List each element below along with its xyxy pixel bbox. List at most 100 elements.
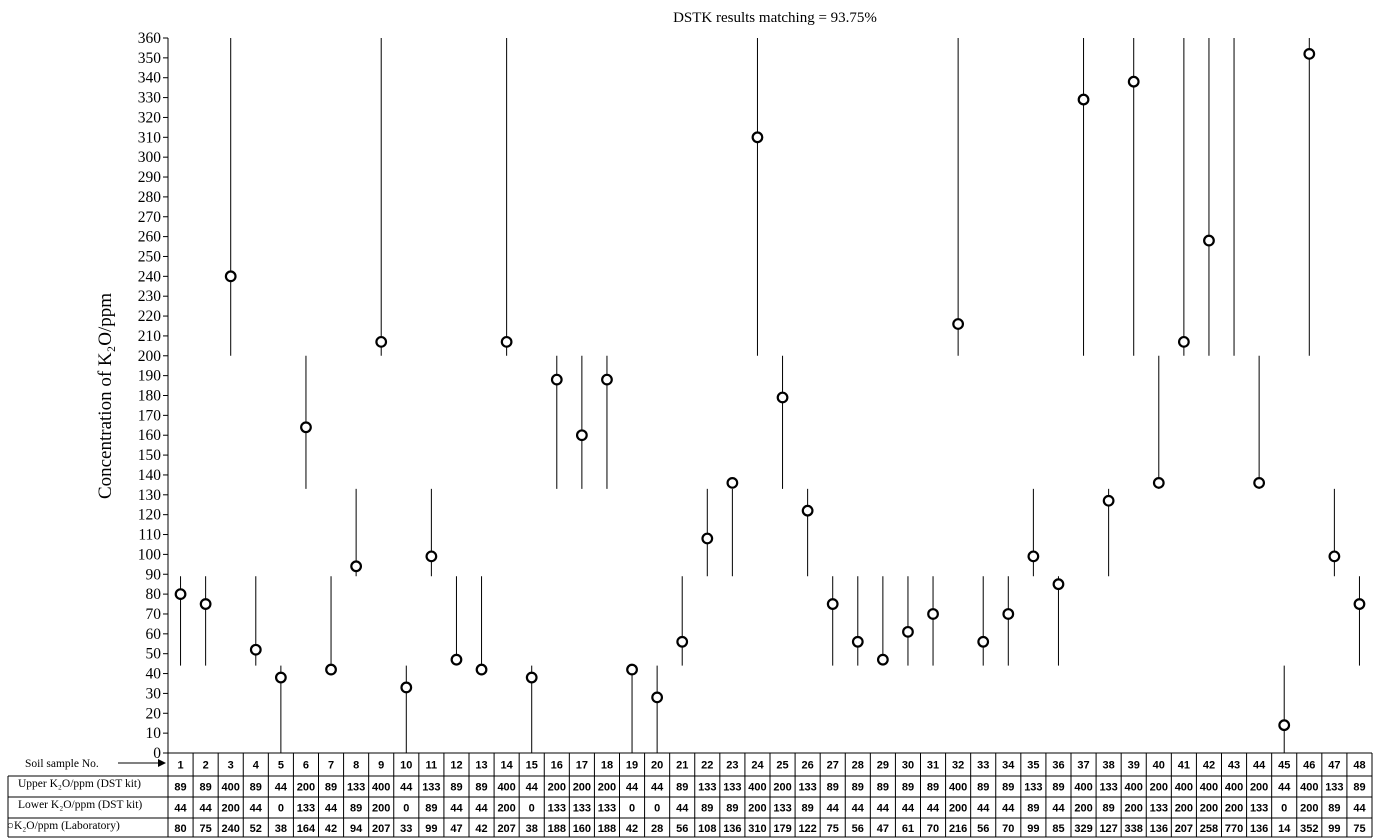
- sample-number-cell: 9: [378, 760, 384, 772]
- lab-value-cell: 99: [1328, 823, 1340, 835]
- lab-value-cell: 42: [475, 823, 487, 835]
- upper-value-cell: 400: [497, 782, 515, 794]
- y-tick-label: 50: [146, 646, 162, 663]
- row-label-laboratory: ○K₂O/ppm (Laboratory): [7, 820, 120, 832]
- lower-value-cell: 89: [1103, 803, 1115, 815]
- y-tick-label: 310: [138, 129, 162, 146]
- lower-value-cell: 44: [927, 803, 940, 815]
- upper-value-cell: 400: [748, 782, 766, 794]
- upper-value-cell: 44: [651, 782, 664, 794]
- lower-value-cell: 133: [1250, 803, 1268, 815]
- lower-value-cell: 133: [548, 803, 566, 815]
- sample-number-cell: 35: [1027, 760, 1039, 772]
- lower-value-cell: 89: [726, 803, 738, 815]
- sample-number-cell: 12: [450, 760, 462, 772]
- sample-number-cell: 45: [1278, 760, 1290, 772]
- row-label-upper: Upper K₂O/ppm (DST kit): [18, 778, 141, 790]
- lower-value-cell: 200: [748, 803, 766, 815]
- sample-number-cell: 27: [827, 760, 839, 772]
- y-tick-label: 230: [138, 288, 162, 305]
- lab-value-cell: 207: [1175, 823, 1193, 835]
- lab-value-cell: 310: [748, 823, 766, 835]
- y-tick-label: 330: [138, 90, 162, 107]
- lower-value-cell: 44: [450, 803, 463, 815]
- lab-point: [224, 270, 237, 283]
- lab-value-cell: 122: [798, 823, 816, 835]
- y-tick-label: 0: [153, 745, 161, 762]
- y-tick-label: 180: [138, 388, 162, 405]
- lower-value-cell: 133: [573, 803, 591, 815]
- lower-value-cell: 200: [1225, 803, 1243, 815]
- lower-value-cell: 89: [802, 803, 814, 815]
- lab-point: [1102, 494, 1115, 507]
- sample-number-cell: 31: [927, 760, 939, 772]
- y-tick-label: 250: [138, 248, 162, 265]
- sample-number-cell: 3: [228, 760, 234, 772]
- y-tick-label: 140: [138, 467, 162, 484]
- lower-value-cell: 133: [297, 803, 315, 815]
- row-label-lower: Lower K₂O/ppm (DST kit): [18, 799, 142, 811]
- upper-value-cell: 89: [877, 782, 889, 794]
- lower-value-cell: 200: [222, 803, 240, 815]
- lab-value-cell: 42: [325, 823, 337, 835]
- lab-point: [550, 373, 563, 386]
- lab-value-cell: 28: [651, 823, 663, 835]
- lab-point: [425, 550, 438, 563]
- lab-value-cell: 99: [1027, 823, 1039, 835]
- lab-value-cell: 136: [723, 823, 741, 835]
- lower-value-cell: 89: [350, 803, 362, 815]
- y-tick-label: 170: [138, 407, 162, 424]
- lab-value-cell: 188: [598, 823, 616, 835]
- lab-value-cell: 188: [548, 823, 566, 835]
- lab-point: [1027, 550, 1040, 563]
- lab-value-cell: 75: [827, 823, 839, 835]
- upper-value-cell: 400: [1175, 782, 1193, 794]
- arrow-head-icon: [158, 759, 166, 767]
- y-tick-label: 320: [138, 109, 162, 126]
- lower-value-cell: 44: [852, 803, 865, 815]
- upper-value-cell: 400: [372, 782, 390, 794]
- sample-number-cell: 39: [1128, 760, 1140, 772]
- lab-point: [876, 653, 889, 666]
- lab-value-cell: 207: [372, 823, 390, 835]
- upper-value-cell: 89: [174, 782, 186, 794]
- lower-value-cell: 44: [977, 803, 990, 815]
- lab-point: [902, 625, 914, 638]
- lab-point: [300, 421, 312, 434]
- lab-point: [1002, 608, 1015, 620]
- sample-number-cell: 37: [1077, 760, 1089, 772]
- lower-value-cell: 200: [1175, 803, 1193, 815]
- sample-number-cell: 42: [1203, 760, 1215, 772]
- lower-value-cell: 89: [425, 803, 437, 815]
- lower-value-cell: 200: [949, 803, 967, 815]
- lower-value-cell: 44: [902, 803, 915, 815]
- lab-value-cell: 136: [1250, 823, 1268, 835]
- sample-number-cell: 33: [977, 760, 989, 772]
- lab-point: [1152, 476, 1165, 489]
- lower-value-cell: 44: [200, 803, 213, 815]
- upper-value-cell: 200: [297, 782, 315, 794]
- lower-value-cell: 0: [529, 803, 535, 815]
- lab-point: [1353, 598, 1366, 610]
- lower-value-cell: 133: [598, 803, 616, 815]
- lab-value-cell: 85: [1052, 823, 1064, 835]
- lab-point: [174, 588, 187, 601]
- y-tick-label: 70: [146, 606, 162, 623]
- lab-value-cell: 216: [949, 823, 967, 835]
- lower-value-cell: 200: [1200, 803, 1218, 815]
- lab-point: [776, 391, 789, 404]
- lower-value-cell: 0: [629, 803, 635, 815]
- lab-point: [274, 671, 287, 684]
- lower-value-cell: 89: [701, 803, 713, 815]
- lab-value-cell: 160: [573, 823, 591, 835]
- sample-number-cell: 8: [353, 760, 359, 772]
- upper-value-cell: 89: [1002, 782, 1014, 794]
- lab-value-cell: 770: [1225, 823, 1243, 835]
- lab-point: [601, 373, 613, 386]
- lab-point: [475, 663, 488, 676]
- lab-value-cell: 164: [297, 823, 316, 835]
- plot-area: 0 10 20 30 40 50 60 70 80 90 100 110 120 130 140 150 160…: [138, 30, 1366, 762]
- lab-point: [851, 635, 864, 648]
- sample-number-cell: 1: [177, 760, 183, 772]
